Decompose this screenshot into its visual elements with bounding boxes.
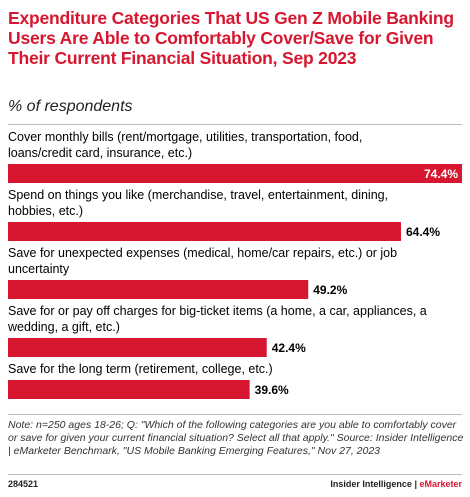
bar (8, 380, 250, 399)
chart-id: 284521 (8, 479, 39, 489)
bar-chart: Cover monthly bills (rent/mortgage, util… (7, 130, 462, 399)
category-label: wedding, a gift, etc.) (7, 320, 120, 334)
bar (8, 338, 267, 357)
chart-subtitle: % of respondents (8, 98, 133, 115)
brand-main: Insider Intelligence (330, 479, 412, 489)
brand-accent: eMarketer (419, 479, 462, 489)
category-label: Save for or pay off charges for big-tick… (8, 304, 427, 318)
category-label: loans/credit card, insurance, etc.) (8, 146, 192, 160)
category-label: hobbies, etc.) (8, 204, 83, 218)
bar (8, 222, 401, 241)
brand-credit: Insider Intelligence | eMarketer (330, 479, 462, 489)
value-label: 39.6% (255, 383, 289, 397)
top-divider (8, 124, 462, 125)
brand-separator: | (411, 479, 420, 489)
bar (8, 280, 309, 299)
category-label: Save for the long term (retirement, coll… (8, 362, 273, 376)
category-label: uncertainty (8, 262, 70, 276)
notes-divider (8, 414, 462, 415)
chart-title: Expenditure Categories That US Gen Z Mob… (8, 8, 454, 68)
category-label: Save for unexpected expenses (medical, h… (8, 246, 397, 260)
value-label: 42.4% (272, 341, 306, 355)
bar (8, 164, 462, 183)
value-label: 49.2% (313, 283, 347, 297)
value-label: 74.4% (424, 167, 458, 181)
footer-divider (8, 474, 462, 475)
value-label: 64.4% (406, 225, 440, 239)
chart-notes: Note: n=250 ages 18-26; Q: "Which of the… (8, 419, 464, 457)
category-label: Cover monthly bills (rent/mortgage, util… (8, 130, 362, 144)
category-label: Spend on things you like (merchandise, t… (8, 188, 388, 202)
